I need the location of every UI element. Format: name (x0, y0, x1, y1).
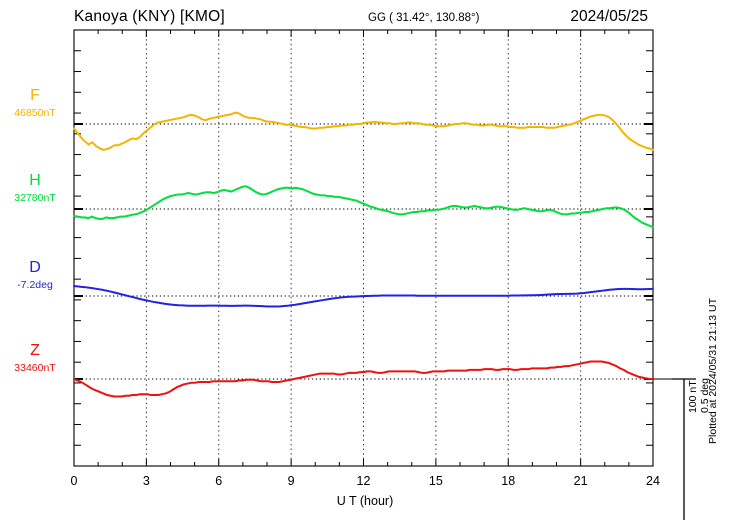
xtick-label: 6 (215, 474, 223, 488)
component-baseline-z: 33460nT (14, 362, 56, 374)
trace-f (73, 111, 654, 151)
trace-h (73, 185, 654, 229)
xtick-label: 15 (428, 474, 443, 488)
xtick-label: 24 (646, 474, 660, 488)
xtick-label: 3 (142, 474, 150, 488)
component-label-z: Z (30, 342, 40, 359)
plotted-at-text: Plotted at 2024/05/31 21:13 UT (707, 298, 719, 444)
component-label-f: F (30, 87, 40, 104)
component-label-d: D (29, 259, 41, 276)
xtick-label: 21 (573, 474, 588, 488)
trace-d (73, 285, 654, 308)
page-title: Kanoya (KNY) [KMO] (74, 8, 225, 25)
xaxis-title: U T (hour) (336, 494, 394, 508)
trace-z (73, 360, 654, 398)
xtick-label: 9 (287, 474, 295, 488)
component-label-h: H (29, 172, 41, 189)
scale-bar-nt: 100 nT (687, 380, 699, 414)
xtick-label: 12 (356, 474, 371, 488)
component-baseline-f: 46850nT (14, 107, 56, 119)
geographic-coordinates: GG ( 31.42°, 130.88°) (368, 12, 480, 24)
xtick-label: 18 (501, 474, 516, 488)
component-baseline-h: 32780nT (14, 192, 56, 204)
component-baseline-d: -7.2deg (17, 279, 53, 291)
xtick-label: 0 (70, 474, 78, 488)
observation-date: 2024/05/25 (570, 8, 648, 25)
